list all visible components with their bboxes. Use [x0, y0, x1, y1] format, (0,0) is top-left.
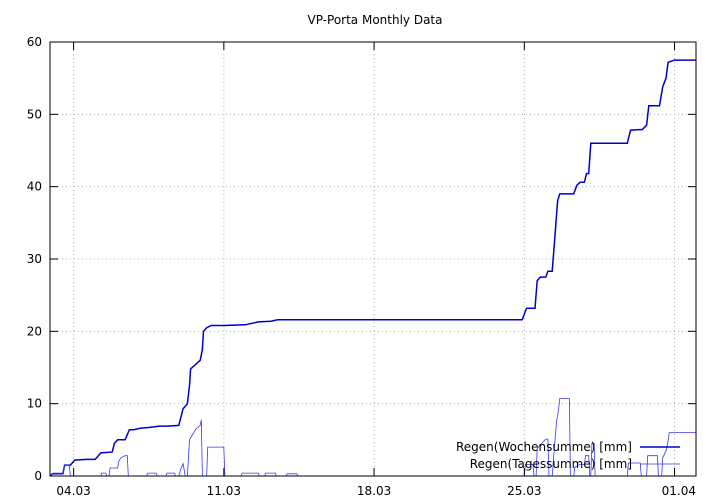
y-tick-label: 50: [27, 107, 42, 121]
grid-lines: [50, 42, 696, 476]
x-tick-label: 04.03: [56, 484, 90, 498]
x-tick-label: 18.03: [357, 484, 391, 498]
y-tick-label: 40: [27, 180, 42, 194]
legend: Regen(Wochensumme) [mm] Regen(Tagessumme…: [456, 440, 680, 471]
chart-title: VP-Porta Monthly Data: [308, 13, 443, 27]
axis-ticks: 0 10 20 30 40 50 60 04.03 11.03 18.03 25.03 01.04: [27, 35, 696, 498]
y-tick-label: 30: [27, 252, 42, 266]
y-tick-label: 60: [27, 35, 42, 49]
x-tick-label: 25.03: [507, 484, 541, 498]
y-tick-label: 20: [27, 324, 42, 338]
series-line-day: [49, 398, 696, 477]
x-tick-label: 01.04: [662, 484, 696, 498]
legend-label-day: Regen(Tagessumme) [mm]: [470, 457, 632, 471]
series-lines: [49, 59, 696, 477]
y-tick-label: 0: [34, 469, 42, 483]
series-line-week: [49, 59, 696, 477]
x-tick-label: 11.03: [207, 484, 241, 498]
legend-label-week: Regen(Wochensumme) [mm]: [456, 440, 632, 454]
y-tick-label: 10: [27, 397, 42, 411]
